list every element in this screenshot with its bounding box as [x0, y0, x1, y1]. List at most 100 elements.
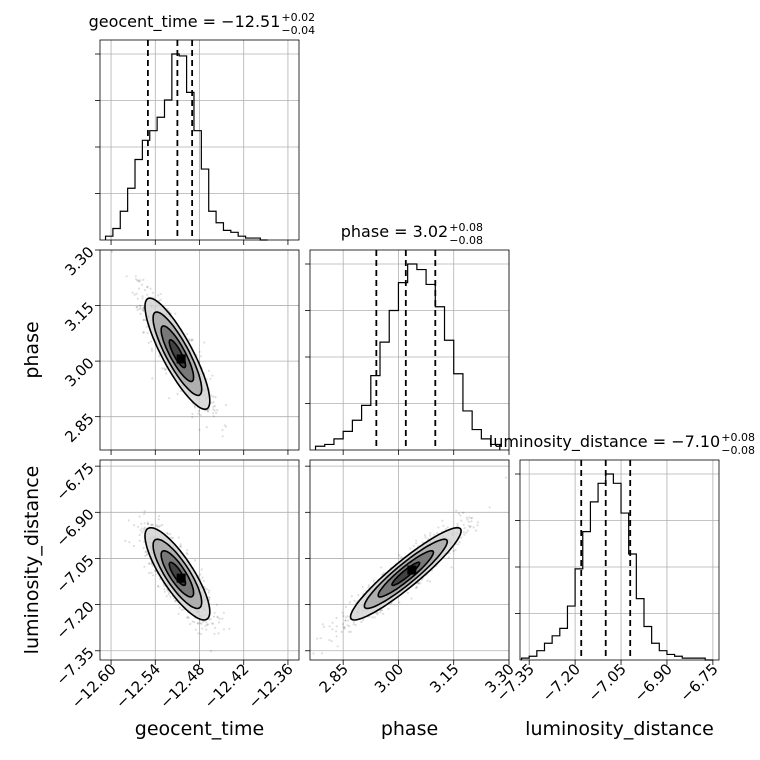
sample-point — [350, 595, 353, 598]
sample-point — [166, 589, 169, 592]
sample-point — [144, 551, 147, 554]
sample-point — [331, 621, 334, 624]
x-tick-label: −6.75 — [676, 660, 721, 705]
sample-point — [488, 506, 491, 509]
sample-point — [221, 617, 224, 620]
sample-point — [199, 573, 202, 576]
sample-point — [330, 640, 333, 643]
sample-point — [417, 581, 420, 584]
sample-point — [150, 523, 154, 526]
sample-point — [448, 552, 451, 555]
sample-point — [140, 527, 143, 530]
sample-point — [200, 632, 203, 636]
sample-point — [150, 349, 154, 352]
contour-line — [377, 550, 435, 598]
sample-point — [352, 620, 356, 624]
sample-point — [131, 291, 134, 294]
contour-line — [391, 561, 421, 587]
sample-point — [446, 526, 449, 529]
density-peak — [407, 565, 417, 575]
sample-point — [435, 531, 439, 535]
sample-point — [406, 591, 409, 594]
sample-point — [372, 579, 375, 582]
sample-point — [216, 409, 219, 412]
sample-point — [452, 549, 455, 553]
sample-point — [207, 410, 210, 413]
sample-point — [210, 394, 213, 397]
sample-point — [465, 531, 468, 534]
sample-point — [142, 331, 145, 334]
sample-point — [415, 539, 418, 542]
sample-point — [206, 409, 209, 412]
sample-point — [428, 580, 432, 583]
sample-point — [191, 412, 194, 416]
sample-point — [387, 607, 390, 611]
sample-point — [145, 554, 149, 557]
sample-point — [360, 620, 363, 624]
title-param-name: geocent_time — [89, 12, 198, 32]
sample-point — [157, 585, 160, 588]
x-tick-label: −7.20 — [539, 660, 584, 705]
sample-point — [212, 415, 215, 418]
sample-point — [437, 526, 440, 529]
sample-point — [139, 312, 142, 315]
title-upper: +0.08 — [449, 221, 483, 234]
sample-point — [136, 279, 139, 282]
sample-point — [143, 522, 146, 525]
sample-point — [205, 588, 209, 591]
sample-point — [206, 409, 209, 412]
x-tick-label: −7.05 — [585, 660, 630, 705]
sample-point — [321, 652, 324, 655]
sample-point — [159, 298, 162, 301]
sample-point — [468, 526, 471, 529]
contour-line — [152, 311, 203, 397]
sample-point — [151, 291, 155, 294]
sample-point — [143, 289, 147, 292]
panel-title-geocent_time: geocent_time = −12.51 +0.02−0.04 — [89, 11, 316, 37]
sample-point — [474, 529, 478, 532]
sample-point — [312, 652, 315, 655]
sample-point — [133, 293, 136, 296]
sample-point — [198, 350, 201, 353]
sample-point — [321, 623, 324, 626]
sample-point — [157, 525, 160, 528]
title-median: 3.02 — [413, 222, 449, 241]
sample-point — [198, 428, 201, 431]
sample-point — [207, 596, 210, 599]
contour-line — [363, 538, 449, 610]
sample-point — [146, 522, 149, 526]
sample-point — [199, 622, 202, 625]
panel-title-phase: phase = 3.02 +0.08−0.08 — [341, 221, 483, 247]
title-upper: +0.02 — [281, 11, 315, 24]
sample-point — [210, 622, 214, 625]
sample-point — [141, 283, 144, 286]
text-layer: geocent_time = −12.51 +0.02−0.04 phase = 3… — [21, 11, 755, 740]
y-tick-label: 3.30 — [61, 243, 97, 279]
sample-point — [201, 627, 204, 630]
sample-point — [346, 624, 349, 627]
sample-point — [344, 619, 347, 622]
sample-point — [146, 285, 149, 288]
sample-point — [398, 554, 401, 557]
sample-point — [142, 318, 145, 321]
sample-point — [347, 619, 350, 622]
sample-point — [466, 529, 469, 532]
sample-point — [208, 598, 211, 602]
sample-point — [328, 625, 331, 628]
sample-point — [159, 293, 162, 296]
sample-point — [152, 574, 155, 577]
sample-point — [463, 533, 466, 536]
sample-point — [421, 541, 424, 544]
scatter-points-layer — [110, 250, 507, 655]
sample-point — [197, 622, 200, 625]
sample-point — [214, 396, 217, 399]
sample-point — [142, 546, 145, 550]
sample-point — [144, 554, 147, 557]
sample-point — [344, 619, 347, 622]
sample-point — [150, 523, 153, 526]
sample-point — [157, 518, 160, 521]
sample-point — [335, 630, 338, 633]
sample-point — [147, 562, 150, 565]
sample-point — [147, 341, 150, 344]
sample-point — [186, 549, 189, 552]
